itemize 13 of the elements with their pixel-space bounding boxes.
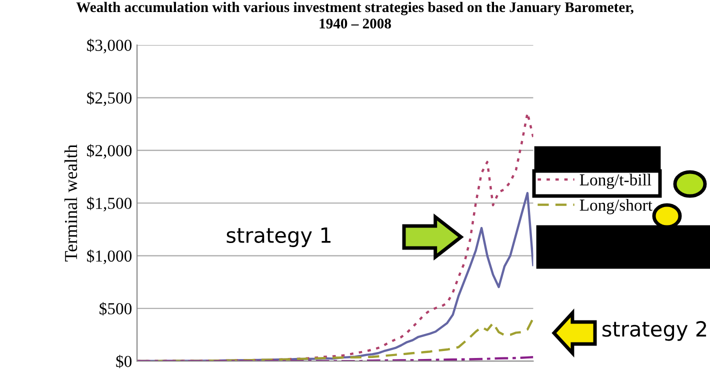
y-tick-label: $2,000 bbox=[87, 144, 132, 159]
y-tick-label: $500 bbox=[100, 302, 132, 316]
y-axis-title: Terminal wealth bbox=[64, 144, 78, 262]
text: strategy 2 bbox=[602, 321, 706, 341]
chart-title: Wealth accumulation with various investment strategies based on the January Barometer, 1940 – 2008 bbox=[76, 2, 634, 29]
y-tick-label: $1,500 bbox=[87, 196, 132, 212]
legend-label: Long/short bbox=[580, 199, 652, 214]
y-tick-label: $0 bbox=[116, 354, 132, 368]
legend-label: Long/t-bill bbox=[580, 174, 652, 189]
y-tick-label: $2,500 bbox=[87, 91, 132, 106]
y-tick-label: $3,000 bbox=[87, 38, 132, 54]
annotation: strategy 1 bbox=[226, 228, 330, 248]
y-tick-label: $1,000 bbox=[87, 249, 132, 264]
